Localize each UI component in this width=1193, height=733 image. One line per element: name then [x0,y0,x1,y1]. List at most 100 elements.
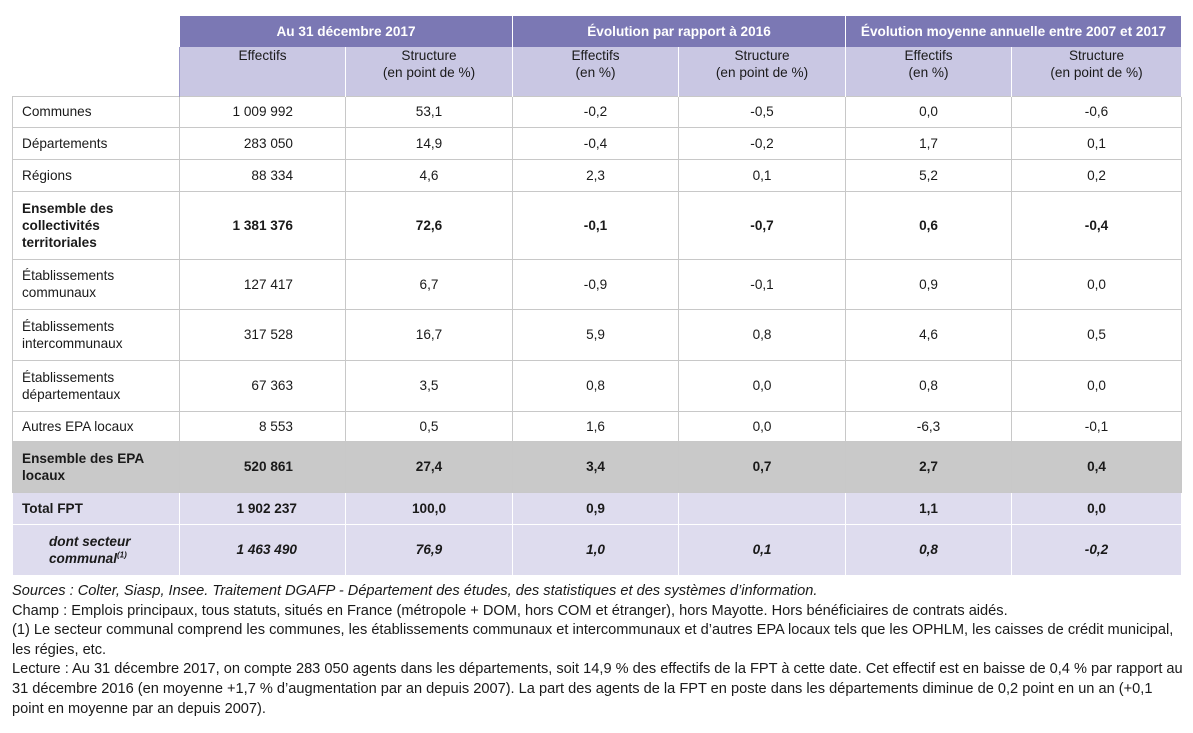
cell: -0,5 [678,95,847,128]
cell: 0,0 [1011,491,1183,525]
header-group-2017: Au 31 décembre 2017 [178,16,514,47]
cell: 0,9 [845,258,1013,310]
row-label: Communes [12,95,180,128]
cell: -0,4 [512,126,680,160]
cell: 5,9 [512,308,680,361]
cell: 76,9 [344,523,514,576]
subheader-structure-evol-2007: Structure (en point de %) [1011,47,1183,96]
cell: 4,6 [845,308,1013,361]
cell: -0,2 [1011,523,1183,576]
header-group-evolution-2016: Évolution par rapport à 2016 [512,16,847,47]
table-row: Communes 1 009 992 53,1 -0,2 -0,5 0,0 -0… [12,95,1183,128]
table-row-total: Total FPT 1 902 237 100,0 0,9 1,1 0,0 [12,491,1183,525]
cell: 5,2 [845,158,1013,192]
cell: 72,6 [344,190,514,260]
scope-note: Champ : Emplois principaux, tous statuts… [12,602,1008,619]
header-corner [13,16,180,47]
cell: 8 553 [179,410,346,442]
cell: 0,0 [678,410,847,442]
cell: 0,5 [1011,308,1183,361]
row-label: Établissements départementaux [12,359,180,412]
cell: -0,6 [1011,95,1183,128]
cell: -0,9 [512,258,680,310]
cell [678,491,847,525]
cell: 0,8 [845,359,1013,412]
table-row: Établissements départementaux 67 363 3,5 … [12,359,1183,412]
table-row-subtotal: Ensemble des EPA locaux 520 861 27,4 3,4 … [12,440,1183,493]
table-row-subset: dont secteur communal(1) 1 463 490 76,9 1… [12,523,1183,576]
cell: 1,6 [512,410,680,442]
header-group-evolution-2007-2017: Évolution moyenne annuelle entre 2007 et… [845,16,1183,47]
row-label: dont secteur communal(1) [12,523,180,576]
cell: 1,1 [845,491,1013,525]
cell: 67 363 [179,359,346,412]
subheader-effectifs-2017: Effectifs [179,47,346,96]
table-row: Autres EPA locaux 8 553 0,5 1,6 0,0 -6,3… [12,410,1183,442]
row-label: Ensemble des collectivités territoriales [12,190,180,260]
cell: 0,2 [1011,158,1183,192]
cell: 0,0 [845,95,1013,128]
cell: 0,0 [678,359,847,412]
subheader-structure-evol-2016: Structure (en point de %) [678,47,847,96]
cell: 0,8 [845,523,1013,576]
footnote-1: (1) Le secteur communal comprend les com… [12,622,1174,658]
sources-note: Sources : Colter, Siasp, Insee. Traiteme… [12,583,818,599]
cell: -0,1 [512,190,680,260]
cell: 2,3 [512,158,680,192]
row-label: Régions [12,158,180,192]
subheader-corner [13,47,180,96]
cell: 3,4 [512,440,680,493]
cell: 1,0 [512,523,680,576]
cell: 0,1 [678,523,847,576]
cell: 0,8 [512,359,680,412]
cell: 1 463 490 [179,523,346,576]
cell: 127 417 [179,258,346,310]
cell: 88 334 [179,158,346,192]
cell: 0,6 [845,190,1013,260]
subheader-structure-2017: Structure (en point de %) [344,47,514,96]
cell: 4,6 [344,158,514,192]
cell: 0,5 [344,410,514,442]
cell: 1 009 992 [179,95,346,128]
table-row-subtotal: Ensemble des collectivités territoriales 1… [12,190,1183,260]
cell: 283 050 [179,126,346,160]
cell: 27,4 [344,440,514,493]
cell: 3,5 [344,359,514,412]
cell: 16,7 [344,308,514,361]
cell: -0,2 [512,95,680,128]
cell: -0,2 [678,126,847,160]
cell: 0,7 [678,440,847,493]
cell: 0,1 [678,158,847,192]
table-row: Établissements communaux 127 417 6,7 -0,9… [12,258,1183,310]
cell: 0,8 [678,308,847,361]
subheader-effectifs-evol-2007: Effectifs (en %) [845,47,1013,96]
cell: -0,1 [678,258,847,310]
table-row: Établissements intercommunaux 317 528 16,… [12,308,1183,361]
cell: -0,1 [1011,410,1183,442]
subheader-effectifs-evol-2016: Effectifs (en %) [512,47,680,96]
reading-note: Lecture : Au 31 décembre 2017, on compte… [12,661,1183,717]
row-label: Établissements communaux [12,258,180,310]
cell: 0,1 [1011,126,1183,160]
table-row: Départements 283 050 14,9 -0,4 -0,2 1,7 … [12,126,1183,160]
cell: 53,1 [344,95,514,128]
cell: 0,0 [1011,258,1183,310]
cell: 0,0 [1011,359,1183,412]
cell: -6,3 [845,410,1013,442]
cell: 0,9 [512,491,680,525]
footnote-ref: (1) [116,549,127,559]
cell: 520 861 [179,440,346,493]
cell: -0,7 [678,190,847,260]
cell: 0,4 [1011,440,1183,493]
cell: 1,7 [845,126,1013,160]
cell: 6,7 [344,258,514,310]
cell: 1 902 237 [179,491,346,525]
statistics-table: Au 31 décembre 2017 Évolution par rappor… [12,16,1183,576]
row-label: Autres EPA locaux [12,410,180,442]
row-label: Ensemble des EPA locaux [12,440,180,493]
cell: -0,4 [1011,190,1183,260]
table-notes: Sources : Colter, Siasp, Insee. Traiteme… [12,582,1184,719]
cell: 1 381 376 [179,190,346,260]
table-row: Régions 88 334 4,6 2,3 0,1 5,2 0,2 [12,158,1183,192]
